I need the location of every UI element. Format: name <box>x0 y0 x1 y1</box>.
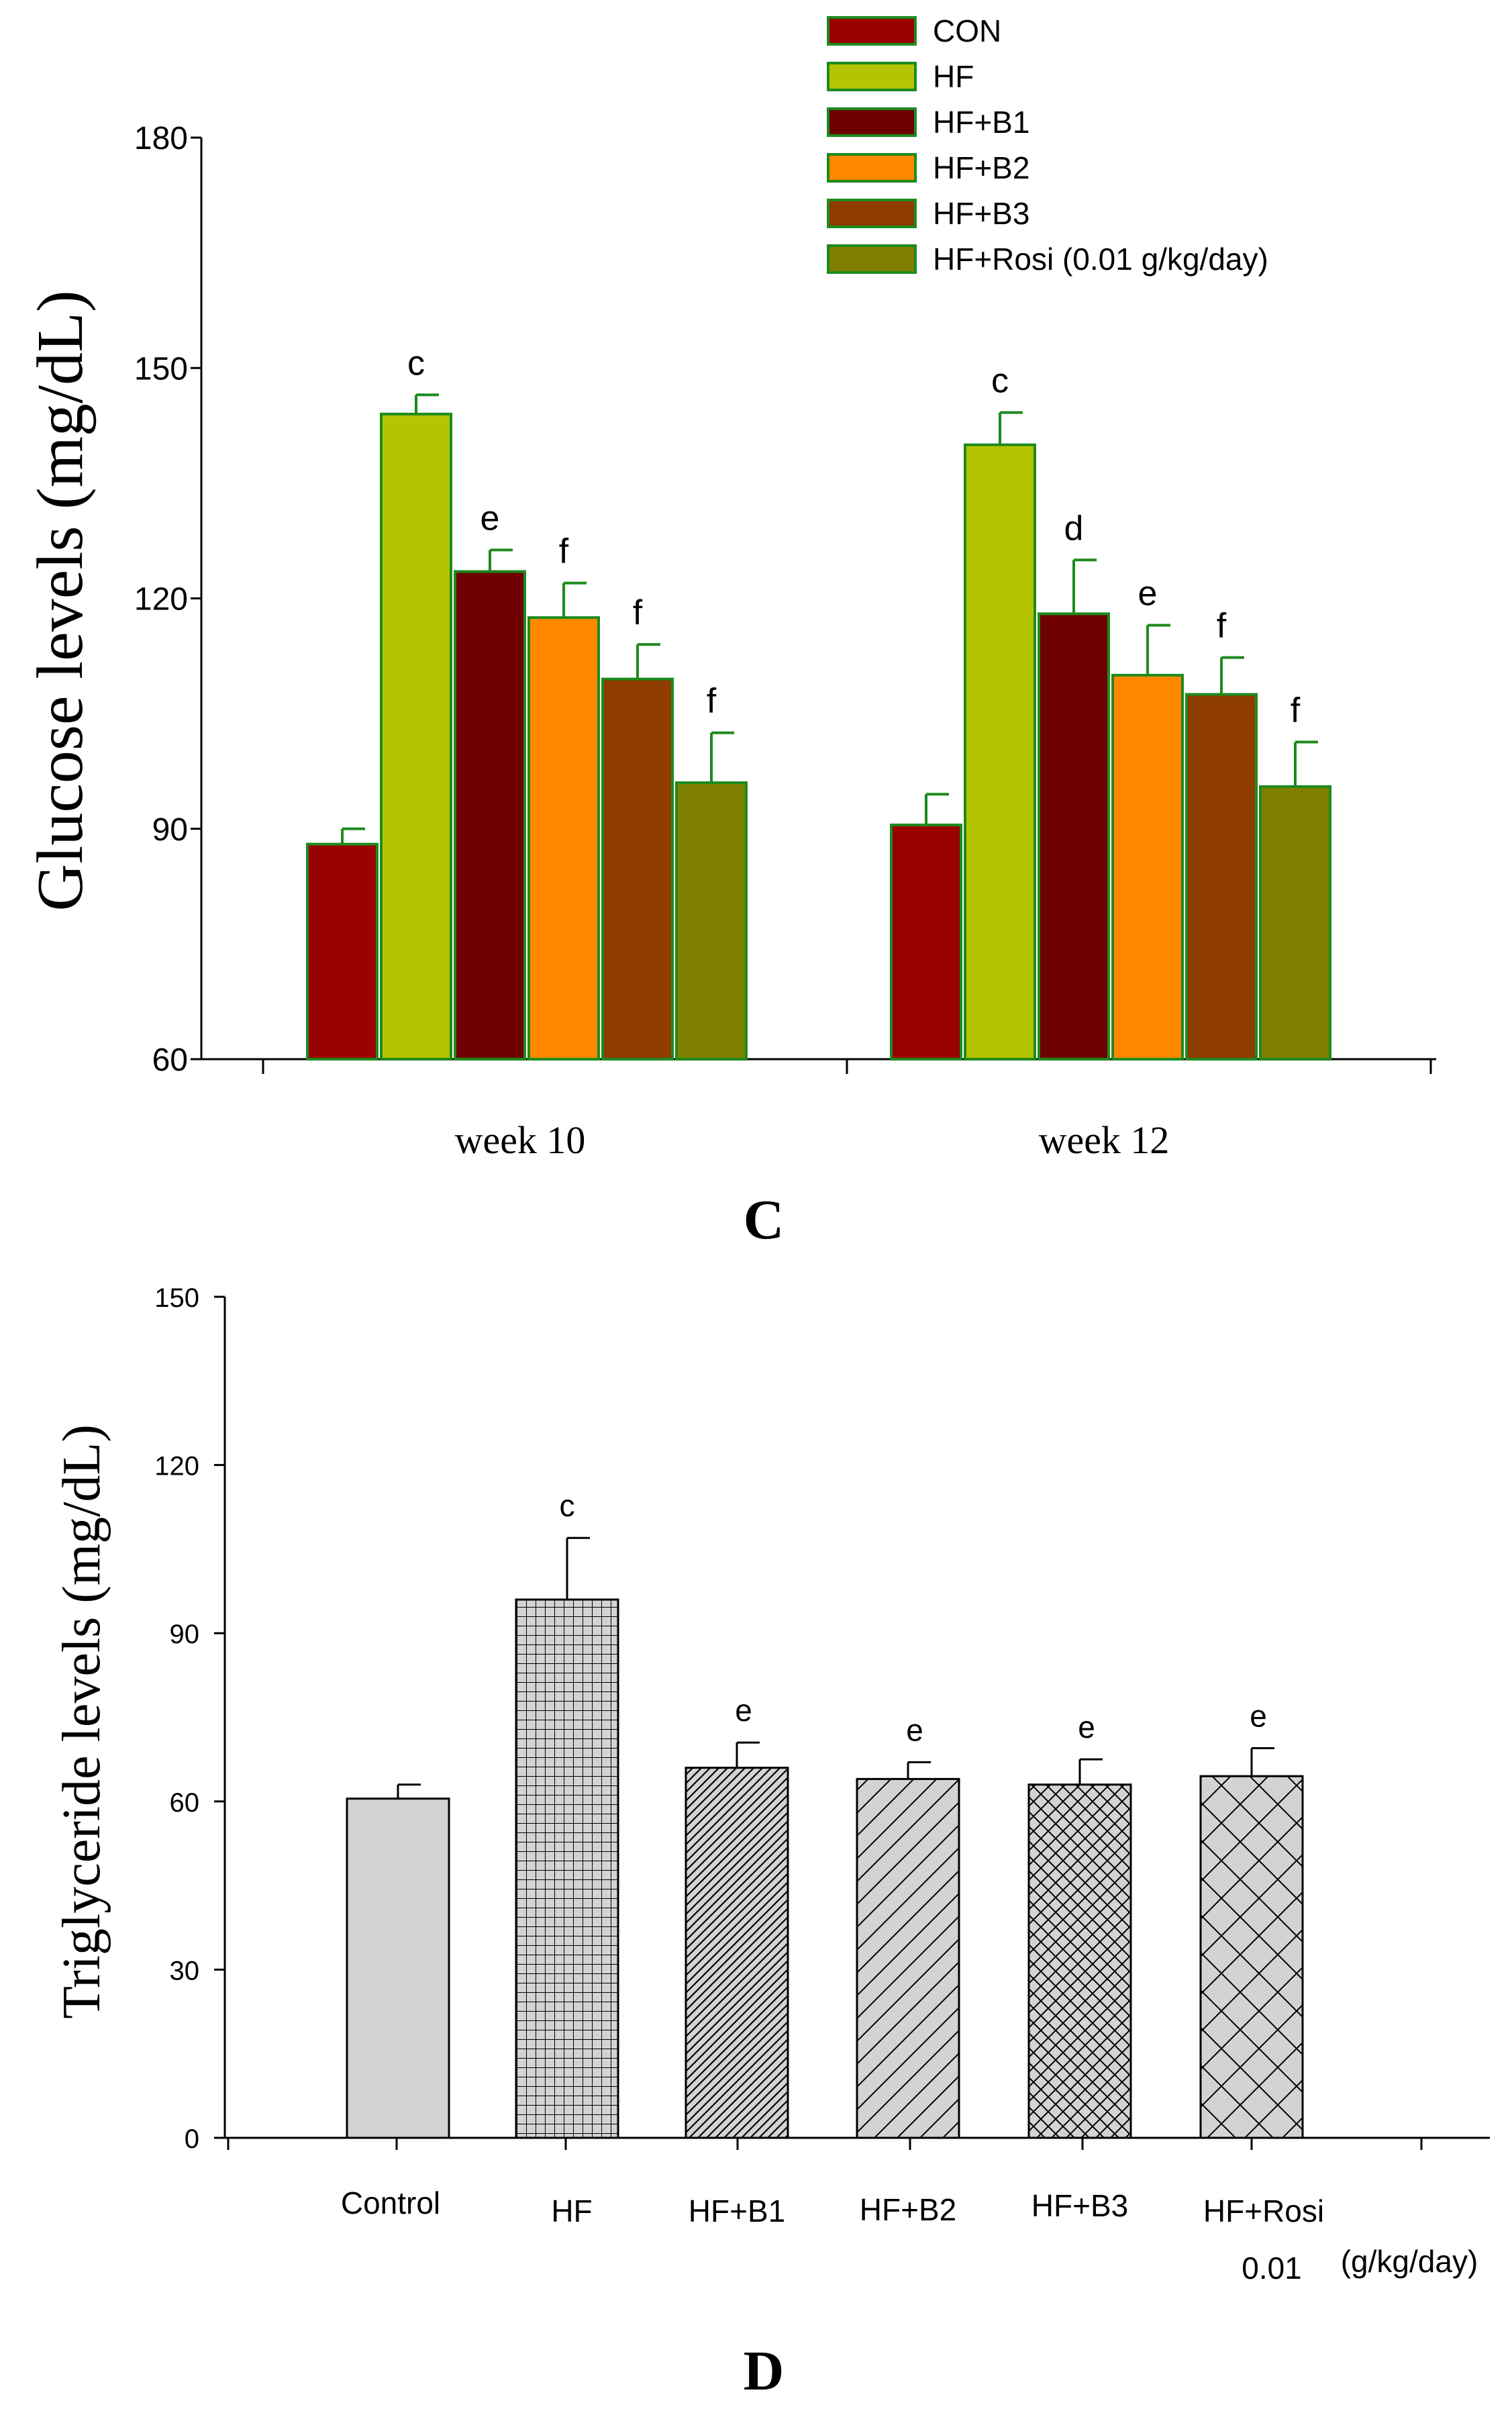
x-category-label: HF+B1 <box>689 2194 785 2228</box>
legend-label: HF+B3 <box>933 196 1029 231</box>
bar <box>1027 1783 1132 2139</box>
legend-swatch <box>827 199 917 228</box>
legend-label: HF+B2 <box>933 150 1029 185</box>
y-tick-label: 180 <box>134 121 188 156</box>
bar <box>515 1598 619 2139</box>
glucose-chart: 60 90 120 150 180 week 10 week 12 Glucose level… <box>24 13 1436 1251</box>
bar <box>890 824 962 1061</box>
bar <box>527 616 600 1061</box>
bar <box>1259 785 1331 1061</box>
y-tick-label: 120 <box>154 1452 199 1481</box>
bar <box>856 1777 960 2139</box>
x-category-label: HF+B3 <box>1031 2188 1128 2223</box>
x-category-label: HF+Rosi <box>1203 2194 1324 2228</box>
y-tick-label: 150 <box>134 351 188 387</box>
y-axis-label: Glucose levels (mg/dL) <box>24 290 97 911</box>
significance-label: f <box>559 532 569 571</box>
significance-label: e <box>1138 575 1158 613</box>
significance-label: d <box>1064 509 1084 548</box>
bar <box>1038 612 1110 1061</box>
bar <box>1185 693 1258 1061</box>
panel-label-c: C <box>744 1189 785 1251</box>
significance-label: f <box>1291 691 1301 730</box>
bar <box>380 412 452 1061</box>
x-category-label: HF+B2 <box>860 2192 956 2227</box>
legend-label: HF+Rosi (0.01 g/kg/day) <box>933 242 1268 277</box>
bar <box>454 570 526 1061</box>
bar <box>675 781 748 1061</box>
significance-label: e <box>906 1712 923 1747</box>
bar <box>306 842 379 1061</box>
y-tick-label: 60 <box>152 1042 188 1078</box>
panel-label-d: D <box>744 2340 785 2402</box>
legend-swatch <box>827 16 917 46</box>
y-axis-label: Triglyceride levels (mg/dL) <box>52 1424 111 2019</box>
legend-label: HF+B1 <box>933 105 1029 140</box>
x-category-label: week 10 <box>455 1118 586 1162</box>
y-tick-label: 0 <box>185 2124 199 2154</box>
bar <box>1111 673 1184 1061</box>
bar <box>964 443 1036 1061</box>
bar <box>601 677 674 1061</box>
legend-swatch <box>827 153 917 183</box>
significance-label: f <box>633 593 643 632</box>
significance-label: f <box>707 682 717 721</box>
legend-swatch <box>827 107 917 137</box>
x-category-label: HF <box>551 2194 592 2228</box>
bar <box>346 1798 450 2139</box>
y-tick-label: 30 <box>170 1956 200 1985</box>
significance-label: e <box>1078 1710 1095 1744</box>
legend-label: CON <box>933 13 1001 48</box>
significance-label: c <box>560 1488 575 1523</box>
x-category-label: week 12 <box>1039 1118 1170 1162</box>
bar <box>1199 1775 1304 2139</box>
y-tick-label: 60 <box>170 1788 200 1818</box>
y-tick-label: 90 <box>152 812 188 848</box>
y-tick-label: 150 <box>154 1283 199 1313</box>
significance-label: f <box>1217 607 1227 646</box>
dose-note-value: 0.01 <box>1242 2251 1302 2285</box>
y-tick-label: 90 <box>170 1620 200 1649</box>
significance-label: e <box>1250 1698 1267 1733</box>
legend-swatch <box>827 244 917 274</box>
significance-label: e <box>735 1693 752 1728</box>
significance-label: c <box>407 344 425 383</box>
significance-label: e <box>481 499 500 538</box>
significance-label: c <box>991 362 1009 401</box>
y-tick-label: 120 <box>134 582 188 618</box>
bar <box>685 1767 789 2139</box>
x-category-label: Control <box>341 2185 440 2220</box>
legend-label: HF <box>933 59 974 94</box>
triglyceride-chart: 0 30 60 90 120 150 Triglyceride levels (mg/dL)… <box>52 1283 1490 2402</box>
dose-note-unit: (g/kg/day) <box>1341 2244 1478 2279</box>
legend-swatch <box>827 62 917 91</box>
